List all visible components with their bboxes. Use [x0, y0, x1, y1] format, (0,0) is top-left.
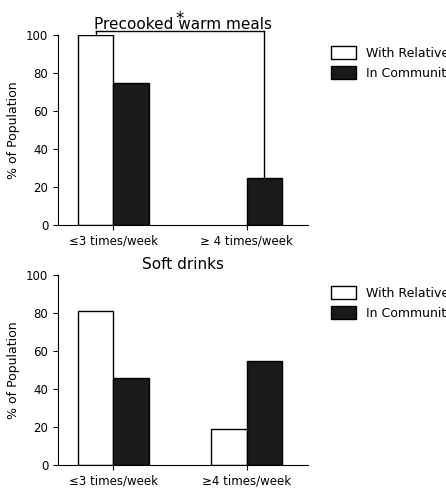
- Bar: [113, 378, 149, 465]
- Bar: [78, 311, 113, 465]
- Text: *: *: [176, 10, 184, 29]
- Legend: With Relatives, In Communities: With Relatives, In Communities: [326, 281, 446, 325]
- Y-axis label: % of Population: % of Population: [8, 81, 21, 179]
- Y-axis label: % of Population: % of Population: [8, 321, 21, 419]
- Bar: [211, 429, 247, 465]
- Legend: With Relatives, In Communities: With Relatives, In Communities: [326, 42, 446, 84]
- Bar: [247, 178, 282, 225]
- Bar: [247, 360, 282, 465]
- Title: Soft drinks: Soft drinks: [142, 258, 224, 272]
- Bar: [113, 82, 149, 225]
- Title: Precooked warm meals: Precooked warm meals: [94, 18, 272, 32]
- Bar: [78, 35, 113, 225]
